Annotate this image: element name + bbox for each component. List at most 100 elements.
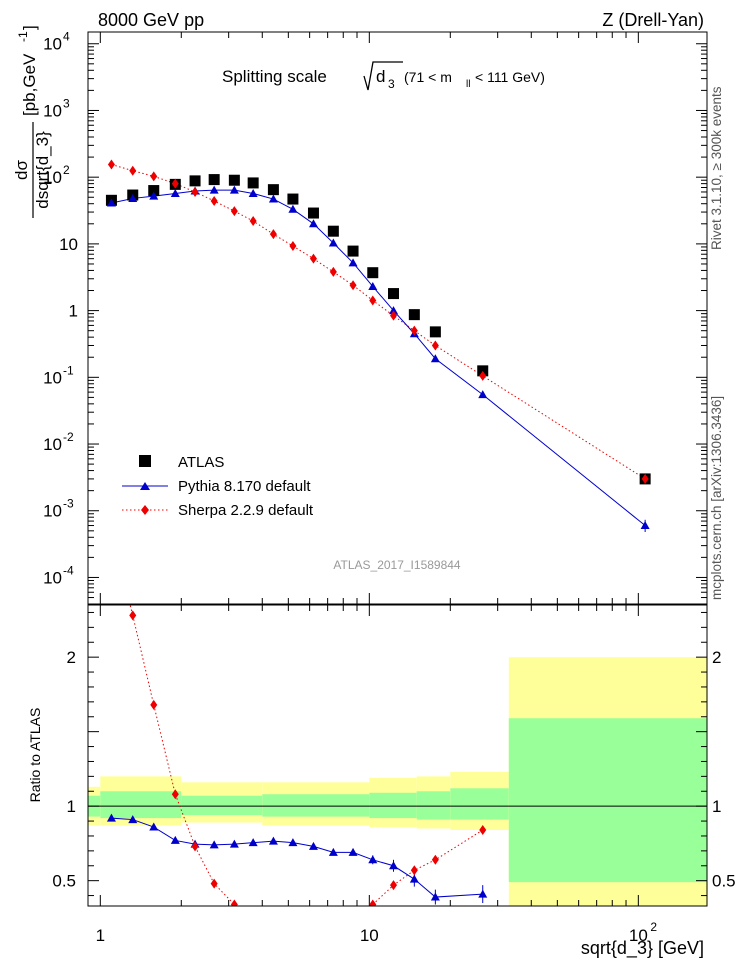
band-green-1: [100, 791, 182, 819]
main-y-tick-label: 10: [43, 368, 62, 387]
atlas-point-13: [367, 267, 379, 279]
pythia-point-16: [430, 354, 440, 363]
legend-pythia-label: Pythia 8.170 default: [178, 478, 311, 495]
main-y-tick-label-exp: 4: [63, 30, 70, 44]
sherpa-point-8: [269, 229, 277, 240]
sherpa-point-13: [369, 295, 377, 306]
x-tick-label: 1: [96, 926, 105, 945]
pythia-line: [111, 189, 646, 526]
pythia-point-8: [268, 194, 278, 203]
legend-atlas-label: ATLAS: [178, 454, 224, 471]
main-y-tick-label-exp: 2: [63, 163, 70, 177]
ratio-sherpa-point-6: [369, 899, 377, 906]
ratio-frame: [87, 604, 708, 907]
main-title: Splitting scale d 3 (71 < m ll < 111 GeV…: [222, 61, 545, 91]
band-green-2: [181, 795, 263, 816]
main-y-tick-label-exp: -2: [63, 430, 74, 444]
ratio-data-series: [106, 605, 488, 906]
sherpa-point-12: [349, 280, 357, 291]
ylabel-unit: [pb,GeV: [20, 53, 39, 116]
main-y-tick-label: 10: [43, 435, 62, 454]
sherpa-point-17: [479, 370, 487, 381]
atlas-point-15: [408, 309, 420, 321]
ratio-sherpa-line-1: [372, 829, 484, 905]
ratio-pythia-point-8: [268, 836, 278, 845]
band-green-6: [450, 788, 509, 820]
sherpa-point-16: [431, 340, 439, 351]
pythia-point-2: [149, 191, 159, 200]
ratio-sherpa-point-10: [479, 825, 487, 836]
band-green-5: [416, 791, 451, 820]
ratio-sherpa-point-1: [150, 699, 158, 710]
main-y-tick-label: 10: [43, 568, 62, 587]
ratio-pythia-point-6: [229, 839, 239, 848]
pythia-point-5: [209, 185, 219, 194]
atlas-point-10: [307, 207, 319, 219]
ratio-pythia-line: [111, 817, 483, 898]
sherpa-point-2: [150, 171, 158, 182]
legend-sherpa-label: Sherpa 2.2.9 default: [178, 502, 314, 519]
main-y-tick-label: 10: [59, 235, 78, 254]
main-y-tick-label: 10: [43, 502, 62, 521]
ratio-sherpa-point-5: [230, 899, 238, 906]
atlas-point-4: [189, 175, 201, 187]
sherpa-point-14: [390, 310, 398, 321]
sqrt-sign: [363, 61, 403, 91]
main-y-tick-label-exp: -1: [63, 363, 74, 377]
pythia-point-18: [640, 521, 650, 530]
sherpa-point-3: [171, 178, 179, 189]
main-frame: [87, 31, 708, 605]
title-range-close: < 111 GeV): [475, 69, 545, 85]
ratio-sherpa-point-3: [191, 841, 199, 852]
ratio-pythia-point-0: [106, 813, 116, 822]
main-data-series: [105, 159, 651, 533]
atlas-point-6: [228, 174, 240, 186]
sherpa-point-9: [289, 240, 297, 251]
ratio-sherpa-point-0: [129, 610, 137, 621]
ratio-sherpa-line-0: [132, 615, 235, 905]
pythia-point-6: [229, 185, 239, 194]
ratio-sherpa-point-9: [431, 854, 439, 865]
main-y-tick-label: 10: [43, 168, 62, 187]
sherpa-point-5: [210, 195, 218, 206]
ratio-pythia-point-1: [128, 815, 138, 824]
atlas-point-17: [477, 365, 489, 377]
ratio-y-tick-label-right: 1: [712, 797, 721, 816]
ratio-y-tick-label: 0.5: [52, 872, 76, 891]
legend-pythia-marker: [140, 482, 150, 490]
ratio-y-tick-label-right: 0.5: [712, 872, 736, 891]
side-label-top: Rivet 3.1.10, ≥ 300k events: [709, 86, 724, 250]
atlas-point-2: [148, 185, 160, 197]
title-range-sub: ll: [466, 79, 470, 90]
ratio-uncertainty-bands: [88, 657, 707, 906]
pythia-point-0: [106, 198, 116, 207]
pythia-point-14: [389, 306, 399, 315]
header-right: Z (Drell-Yan): [602, 10, 704, 30]
main-y-tick-label-exp: -3: [63, 497, 74, 511]
atlas-point-5: [208, 174, 220, 186]
legend: ATLAS Pythia 8.170 default Sherpa 2.2.9 …: [122, 454, 314, 519]
ratio-sherpa-line-top: [129, 605, 134, 616]
main-y-tick-label: 10: [43, 35, 62, 54]
atlas-point-14: [388, 288, 400, 300]
ratio-y-tick-label-right: 2: [712, 648, 721, 667]
main-y-tick-label: 10: [43, 101, 62, 120]
ratio-pythia-point-5: [209, 840, 219, 849]
x-tick-label: 10: [629, 926, 648, 945]
sherpa-point-7: [249, 216, 257, 227]
sherpa-point-4: [191, 186, 199, 197]
ratio-y-axis-label: Ratio to ATLAS: [27, 708, 43, 803]
ratio-pythia-point-9: [288, 838, 298, 847]
x-tick-label-exp: 2: [650, 920, 657, 934]
legend-atlas-marker: [139, 455, 151, 467]
ratio-y-tick-label: 2: [67, 648, 76, 667]
main-y-axis-label: dσ dsqrt{d_3} [pb,GeV -1 ]: [12, 25, 52, 218]
sherpa-point-6: [230, 206, 238, 217]
ratio-sherpa-point-8: [410, 865, 418, 876]
analysis-tag: ATLAS_2017_I1589844: [333, 558, 461, 572]
main-y-tick-label-exp: 3: [63, 96, 70, 110]
atlas-point-9: [287, 193, 299, 205]
pythia-point-7: [248, 188, 258, 197]
